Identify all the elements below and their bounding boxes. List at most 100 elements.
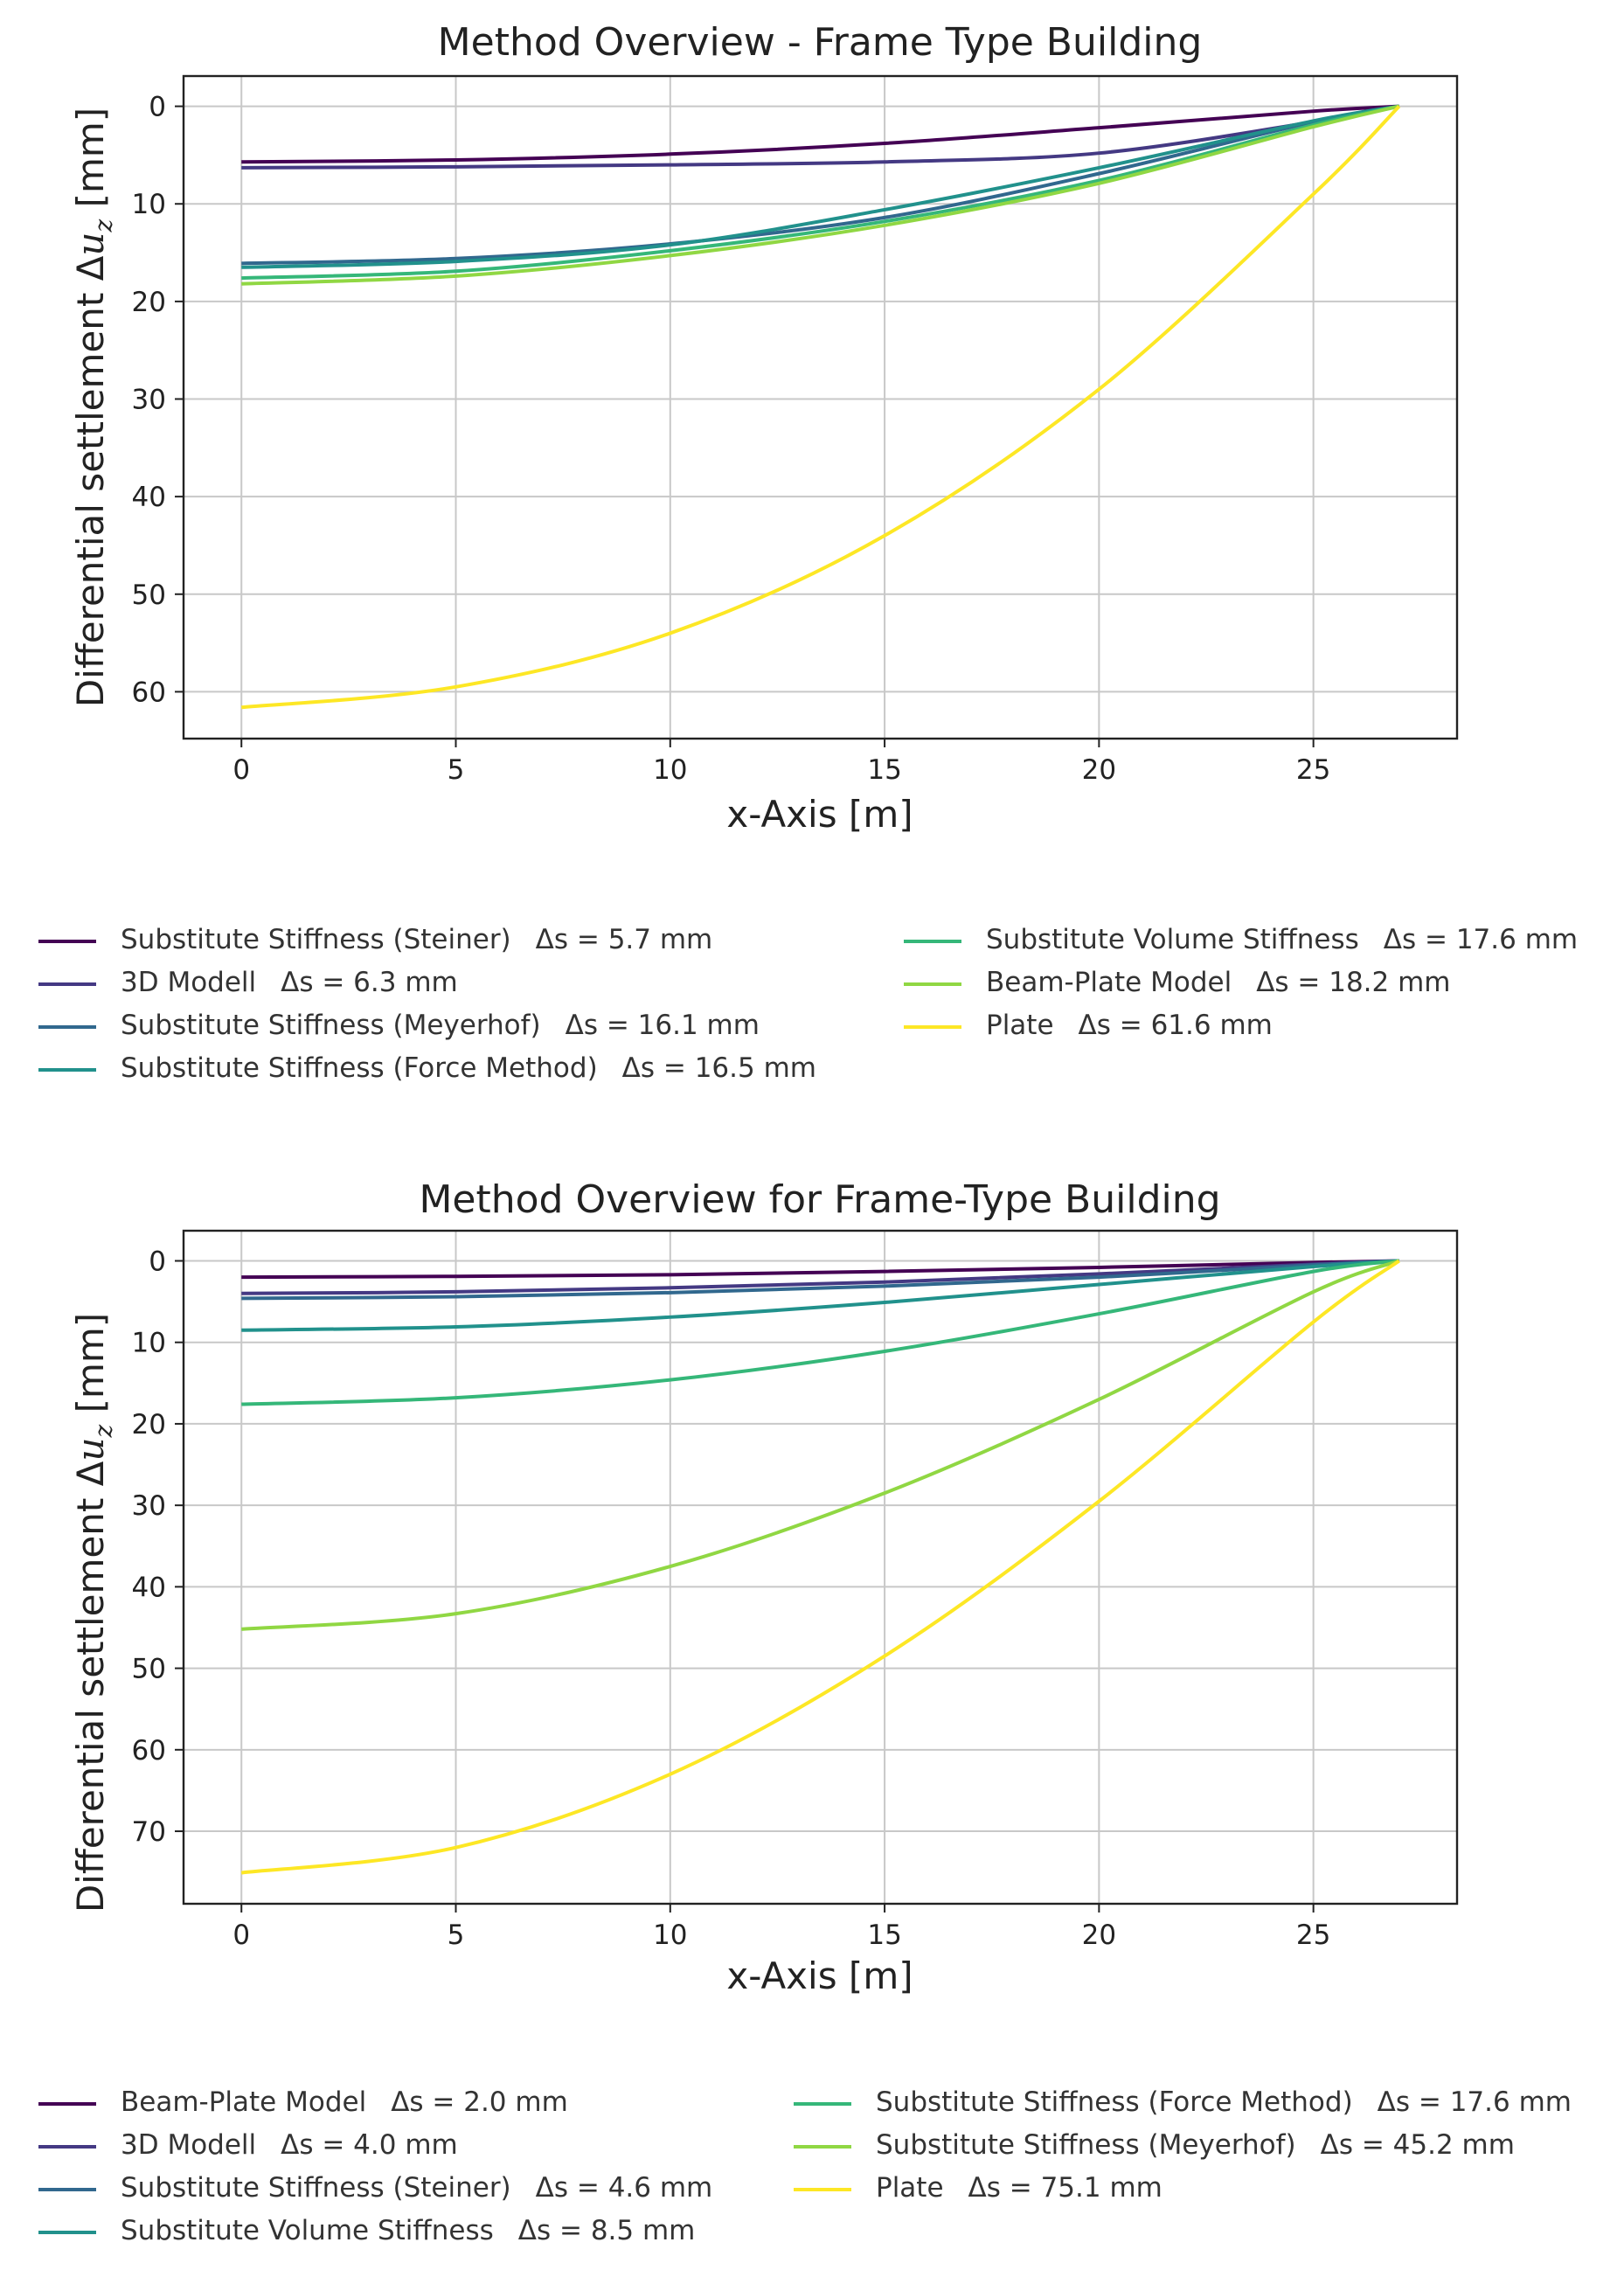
legend-metric: Δs = 16.1 mm [565,1010,760,1041]
chart-title: Method Overview for Frame-Type Building [419,1177,1220,1222]
legend-label: Beam-Plate Model [121,2086,367,2118]
legend-chart-1: Substitute Stiffness (Steiner) Δs = 5.7 m… [38,920,1612,1104]
x-tick-label: 15 [867,754,901,786]
legend-chart-2: Beam-Plate Model Δs = 2.0 mm 3D Modell Δs … [38,2083,1612,2267]
x-tick-label: 0 [232,754,250,786]
legend-label: Beam-Plate Model [986,967,1232,998]
series-line-substitute-volume-stiffness [241,104,1400,281]
series-group [241,104,1401,710]
series-line-substitute-volume-stiffness [241,1259,1399,1332]
legend-swatch [794,2145,851,2149]
legend-label: Substitute Volume Stiffness [121,2215,494,2246]
y-axis-label-text: Differential settlement Δ [69,255,112,707]
x-tick-label: 15 [867,1919,901,1951]
plot-area-frame [182,1229,1459,1906]
series-line-substitute-stiffness-meyerhof [241,1259,1400,1631]
chart-frame-type-building: Method Overview - Frame Type Building 0 5… [69,20,1459,836]
series-line-plate [240,1259,1400,1875]
series-line-beam-plate-model [241,1259,1399,1280]
series-line-substitute-stiffness-force-method [241,1259,1400,1406]
y-tick-label: 0 [149,92,166,123]
x-tick-label: 25 [1296,1919,1330,1951]
legend-metric: Δs = 18.2 mm [1256,967,1451,998]
y-tick-label: 60 [132,1735,166,1767]
legend-label: Plate [986,1010,1054,1041]
y-tick-label: 40 [132,1572,166,1603]
legend-metric: Δs = 61.6 mm [1078,1010,1273,1041]
legend-metric: Δs = 17.6 mm [1377,2086,1572,2118]
legend-label: Substitute Stiffness (Force Method) [876,2086,1353,2118]
legend-swatch [38,940,96,943]
x-axis-ticks: 0 5 10 15 20 25 [232,739,1330,786]
series-line-3d-modell [241,104,1400,170]
y-axis-label: Differential settlement Δuz [mm] [69,1313,118,1913]
legend-metric: Δs = 6.3 mm [281,967,458,998]
x-tick-label: 0 [232,1919,250,1951]
x-axis-label: x-Axis [m] [726,793,913,836]
legend-swatch [38,982,96,986]
grid-lines [184,1231,1457,1904]
series-line-substitute-stiffness-force-method [241,104,1400,269]
chart-title: Method Overview - Frame Type Building [438,20,1203,65]
legend-metric: Δs = 4.6 mm [535,2172,713,2204]
legend-swatch [904,1025,961,1029]
legend-swatch [38,2102,96,2106]
x-axis-ticks: 0 5 10 15 20 25 [232,1904,1330,1951]
y-tick-label: 40 [132,482,166,513]
legend-metric: Δs = 17.6 mm [1383,924,1579,955]
y-axis-ticks: 0 10 20 30 40 50 60 [132,92,184,708]
series-line-substitute-stiffness-steiner [241,1259,1399,1301]
legend-metric: Δs = 5.7 mm [535,924,713,955]
y-tick-label: 30 [132,385,166,416]
legend-label: Substitute Stiffness (Force Method) [121,1052,598,1084]
legend-label: 3D Modell [121,967,257,998]
legend-label: Substitute Volume Stiffness [986,924,1359,955]
plot-area-frame [182,74,1459,740]
legend-swatch [794,2102,851,2106]
series-line-substitute-stiffness-steiner [241,104,1399,164]
y-tick-label: 50 [132,1654,166,1685]
legend-label: Substitute Stiffness (Meyerhof) [876,2129,1296,2161]
y-tick-label: 10 [132,1328,166,1359]
legend-label: Substitute Stiffness (Steiner) [121,924,511,955]
y-axis-label-text: Differential settlement Δ [69,1461,112,1913]
x-axis-label: x-Axis [m] [726,1954,913,1997]
legend-swatch [904,940,961,943]
y-tick-label: 0 [149,1246,166,1277]
legend-label: Substitute Stiffness (Meyerhof) [121,1010,541,1041]
legend-metric: Δs = 45.2 mm [1320,2129,1515,2161]
y-tick-label: 30 [132,1490,166,1522]
chart-frame-type-building-2: Method Overview for Frame-Type Building … [69,1177,1459,1997]
legend-metric: Δs = 2.0 mm [391,2086,568,2118]
series-line-plate [241,105,1401,710]
grid-lines [184,76,1457,739]
legend-swatch [38,1068,96,1072]
legend-label: 3D Modell [121,2129,257,2161]
x-tick-label: 5 [448,754,465,786]
x-tick-label: 25 [1296,754,1330,786]
y-axis-ticks: 0 10 20 30 40 50 60 70 [132,1246,184,1848]
legend-label: Substitute Stiffness (Steiner) [121,2172,511,2204]
legend-metric: Δs = 75.1 mm [968,2172,1162,2204]
x-tick-label: 10 [653,754,687,786]
legend-swatch [38,1025,96,1029]
legend-metric: Δs = 4.0 mm [281,2129,458,2161]
series-line-beam-plate-model [241,104,1400,286]
series-group [240,1259,1400,1875]
legend-swatch [38,2188,96,2191]
legend-swatch [904,982,961,986]
legend-metric: Δs = 16.5 mm [621,1052,816,1084]
x-tick-label: 5 [448,1919,465,1951]
series-line-substitute-stiffness-meyerhof [241,104,1400,266]
legend-swatch [38,2145,96,2149]
y-tick-label: 50 [132,580,166,611]
legend-label: Plate [876,2172,944,2204]
x-tick-label: 10 [653,1919,687,1951]
y-axis-label: Differential settlement Δuz [mm] [69,108,118,707]
x-tick-label: 20 [1082,1919,1116,1951]
x-tick-label: 20 [1082,754,1116,786]
y-tick-label: 20 [132,1409,166,1440]
legend-swatch [794,2188,851,2191]
y-tick-label: 70 [132,1816,166,1848]
y-tick-label: 60 [132,677,166,708]
